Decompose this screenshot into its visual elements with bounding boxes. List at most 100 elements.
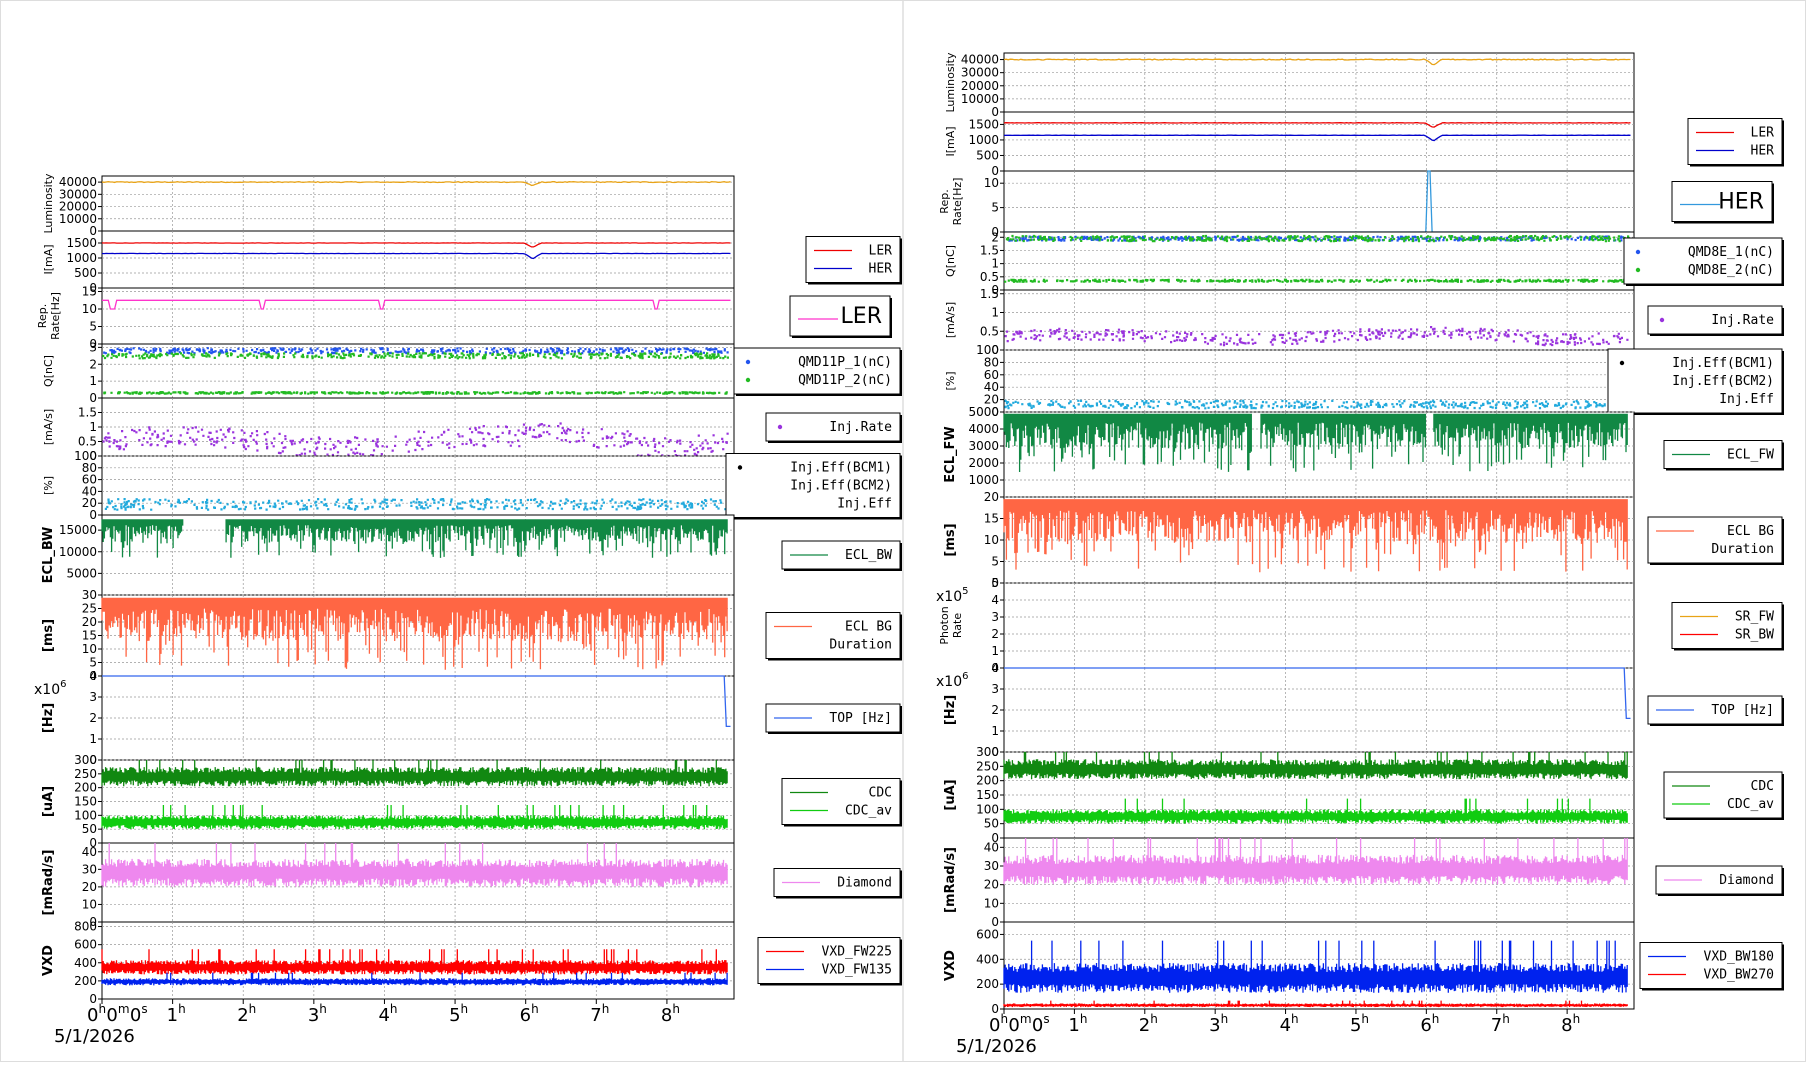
legend-label: CDC_av [845, 804, 892, 819]
y-tick-label: 5000 [66, 566, 97, 580]
y-tick-label: 150 [74, 795, 97, 809]
series-charge-2-points [103, 391, 728, 395]
y-axis-label: Photon [938, 606, 951, 644]
y-tick-label: 15 [82, 285, 97, 299]
y-tick-label: 100 [976, 802, 999, 816]
series-cdc-trace [101, 760, 728, 787]
y-tick-label: 2 [991, 703, 999, 717]
series-qmd11p-1-nc--points [103, 347, 729, 355]
y-tick-label: 0.5 [78, 435, 97, 449]
y-tick-label: 20 [82, 880, 97, 894]
y-axis-label: ECL_BW [41, 527, 56, 584]
series-qmd11p-2-nc- [102, 352, 729, 360]
series-diamond [1003, 838, 1628, 885]
y-tick-label: 1500 [66, 236, 97, 250]
y-tick-label: 20 [984, 878, 999, 892]
legend-label: Inj.Eff [837, 497, 892, 512]
legend-injeff: Inj.Eff(BCM1) Inj.Eff(BCM2) Inj.Eff [725, 453, 902, 520]
series-her-line [101, 252, 731, 260]
y-tick-label: 150 [976, 788, 999, 802]
y-tick-label: 0 [89, 992, 97, 1006]
legend-label: QMD11P_1(nC) [798, 355, 892, 370]
y-tick-label: 500 [976, 148, 999, 162]
legend-box [1671, 181, 1773, 222]
x-tick-label: 7h [1491, 1012, 1510, 1036]
series-lumi-0-line [1003, 58, 1631, 66]
plot-frame [101, 343, 735, 399]
y-exponent-power: 5 [962, 586, 968, 597]
y-tick-label: 0 [991, 164, 999, 178]
y-exponent-label: x106 [936, 671, 968, 690]
series-diamond-trace [101, 843, 728, 887]
y-tick-label: 0 [89, 836, 97, 850]
y-axis-label: VXD [41, 945, 56, 976]
x-tick-label: 8h [661, 1002, 680, 1026]
y-tick-label: 15 [82, 629, 97, 643]
y-tick-label: 50 [984, 817, 999, 831]
y-axis-label: VXD [943, 950, 958, 981]
y-tick-label: 3 [89, 690, 97, 704]
legend-label: VXD_BW180 [1704, 950, 1774, 965]
plot-frame [101, 175, 735, 232]
y-axis-label: [mRad/s] [943, 847, 958, 913]
legend-box [1623, 237, 1783, 285]
y-tick-label: 10 [82, 302, 97, 316]
x-tick-label: 7h [590, 1002, 609, 1026]
series-her [1003, 134, 1631, 142]
legend-label: LER [869, 244, 893, 259]
y-tick-label: 40 [82, 484, 97, 498]
y-tick-label: 500 [74, 266, 97, 280]
legend-box [1607, 348, 1783, 414]
legend-label: VXD_FW225 [822, 945, 892, 960]
y-tick-label: 1000 [968, 473, 999, 487]
y-tick-label: 100 [74, 808, 97, 822]
legend-marker [1635, 249, 1641, 255]
legend-label: ECL_FW [1727, 448, 1774, 463]
legend-cdc: CDC CDC_av [781, 778, 902, 827]
legend-rep: HER [1671, 181, 1774, 224]
y-axis-label: [Hz] [41, 703, 56, 733]
panel-top: 0 1 2 3 4 [Hz] x106 TOP [Hz] [34, 669, 902, 767]
series-qmd11p-1-nc- [103, 347, 729, 355]
series-diamond-trace [1003, 838, 1628, 885]
series-lumi-0 [1003, 58, 1631, 66]
y-tick-label: 15 [984, 512, 999, 526]
y-tick-label: 1.5 [78, 406, 97, 420]
y-tick-label: 200 [74, 781, 97, 795]
legend-box [1639, 942, 1783, 989]
plot-frame [1003, 170, 1635, 233]
legend-label: ECL BG [1727, 524, 1774, 539]
y-tick-label: 0 [89, 391, 97, 405]
x-tick-label: 5h [449, 1002, 468, 1026]
y-tick-label: 10000 [59, 212, 97, 226]
y-tick-label: 10 [82, 642, 97, 656]
y-exponent-label: x105 [936, 586, 968, 605]
legend-label: HER [869, 262, 893, 277]
x-tick-label: 2h [237, 1002, 256, 1026]
legend-top: TOP [Hz] [765, 703, 902, 734]
legend-box [1663, 771, 1783, 819]
y-tick-label: 20000 [59, 200, 97, 214]
series-top-hz--line [102, 675, 731, 728]
y-tick-label: 60 [82, 473, 97, 487]
series-vxd-fw135-trace [101, 949, 728, 975]
legend-label: CDC_av [1727, 797, 1774, 812]
y-tick-label: 20 [984, 393, 999, 407]
legend-label: Inj.Eff(BCM2) [1672, 374, 1774, 389]
y-tick-label: 0.5 [980, 324, 999, 338]
y-tick-label: 3 [991, 682, 999, 696]
y-tick-label: 2 [89, 357, 97, 371]
y-tick-label: 0 [991, 576, 999, 590]
plot-frame [101, 287, 735, 345]
legend-box [1647, 516, 1783, 564]
legend-box [765, 703, 901, 733]
series-charge-2 [103, 391, 728, 395]
y-tick-label: 15000 [59, 523, 97, 537]
legend-rep: LER [789, 295, 892, 338]
legend-ecl: ECL_FW [1663, 440, 1784, 471]
